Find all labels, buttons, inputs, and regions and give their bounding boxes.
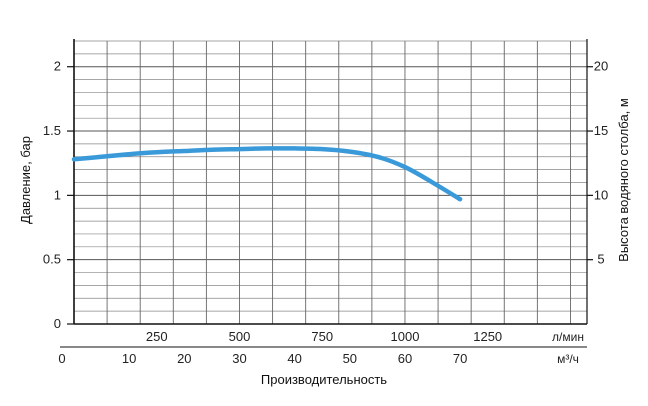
x-bottom-tick-label: 0 xyxy=(58,351,65,366)
x-axis-label: Производительность xyxy=(261,372,387,387)
x-bottom-tick-label: 10 xyxy=(122,351,136,366)
y-left-tick-label: 1.5 xyxy=(43,123,61,138)
pump-curve-line xyxy=(71,146,463,202)
x-top-tick-label: 1250 xyxy=(473,329,502,344)
x-bottom-tick-label: 60 xyxy=(398,351,412,366)
y-right-tick-label: 5 xyxy=(597,252,604,267)
y-left-tick-label: 2 xyxy=(54,59,61,74)
y-axis-right-label: Высота водяного столба, м xyxy=(616,98,631,262)
series-layer xyxy=(71,146,463,202)
y-right-tick-label: 20 xyxy=(594,59,608,74)
x-bottom-tick-label: 20 xyxy=(177,351,191,366)
y-left-tick-label: 0 xyxy=(54,316,61,331)
chart-grid xyxy=(74,40,587,325)
y-right-tick-label: 10 xyxy=(594,187,608,202)
x-top-tick-label: 750 xyxy=(311,329,333,344)
x-bottom-tick-label: 50 xyxy=(343,351,357,366)
tick-labels: 0 0.5 1 1.5 2 5 10 15 20 250 500 750 1000 1250 0 10 20 30… xyxy=(43,59,608,366)
x-axis-bottom-unit: м³/ч xyxy=(557,352,579,366)
x-bottom-tick-label: 40 xyxy=(287,351,301,366)
y-axis-left-label: Давление, бар xyxy=(18,136,33,224)
y-left-tick-label: 1 xyxy=(54,187,61,202)
x-top-tick-label: 250 xyxy=(146,329,168,344)
x-axis-top-unit: л/мин xyxy=(552,330,584,344)
x-bottom-tick-label: 30 xyxy=(232,351,246,366)
y-left-tick-label: 0.5 xyxy=(43,252,61,267)
x-top-tick-label: 1000 xyxy=(391,329,420,344)
plot-frame xyxy=(60,39,588,348)
x-bottom-tick-label: 70 xyxy=(453,351,467,366)
x-top-tick-label: 500 xyxy=(229,329,251,344)
y-right-tick-label: 15 xyxy=(594,123,608,138)
